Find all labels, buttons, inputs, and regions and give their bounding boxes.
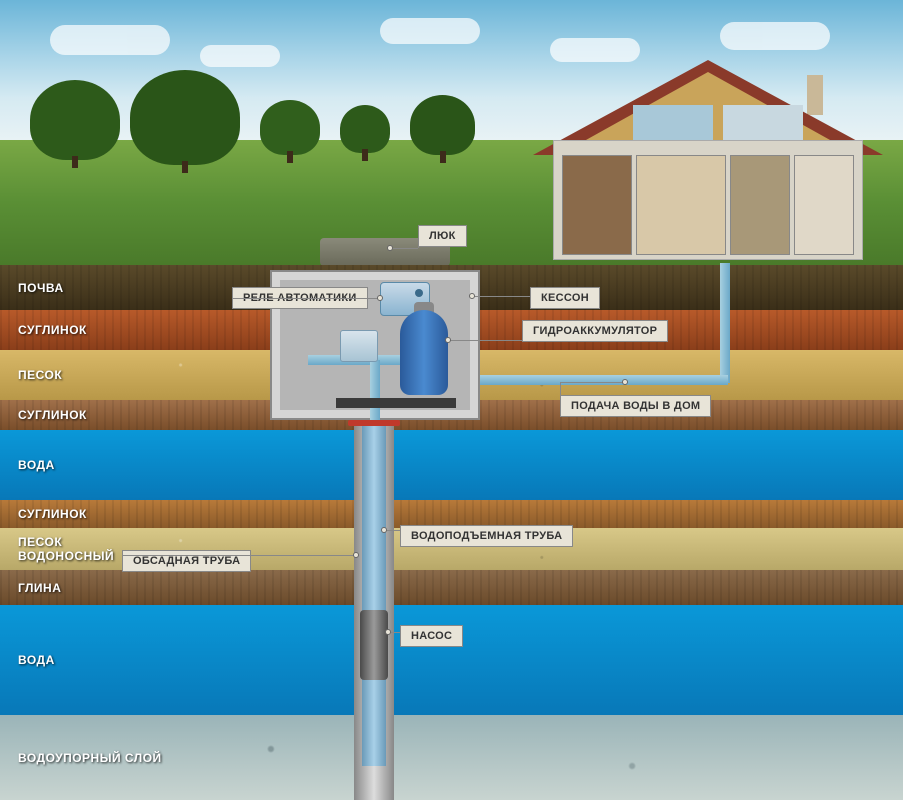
callout-dot <box>445 337 451 343</box>
callout-luk: ЛЮК <box>418 225 467 247</box>
pipe-to-house <box>720 263 730 383</box>
well-diagram: ПОЧВА СУГЛИНОК ПЕСОК СУГЛИНОК ВОДА СУГЛИНОК ПЕ… <box>0 0 903 800</box>
callout-line <box>560 382 561 405</box>
callout-dot <box>377 295 383 301</box>
equipment-platform <box>336 398 456 408</box>
layer-label: ВОДОУПОРНЫЙ СЛОЙ <box>18 751 162 765</box>
tree <box>30 80 120 160</box>
soil-layer: ВОДОУПОРНЫЙ СЛОЙ <box>0 715 903 800</box>
house-cutaway <box>533 60 883 260</box>
callout-obsad: ОБСАДНАЯ ТРУБА <box>122 550 251 572</box>
callout-dot <box>381 527 387 533</box>
callout-nasos: НАСОС <box>400 625 463 647</box>
layer-label: ВОДА <box>18 458 55 472</box>
soil-layer: ВОДА <box>0 605 903 715</box>
tree <box>410 95 475 155</box>
callout-line <box>472 296 530 297</box>
callout-dot <box>387 245 393 251</box>
soil-layer: ГЛИНА <box>0 570 903 605</box>
callout-line <box>418 235 419 248</box>
tree <box>340 105 390 153</box>
control-box <box>340 330 378 362</box>
callout-line <box>390 248 418 249</box>
callout-dot <box>622 379 628 385</box>
layer-label: ВОДА <box>18 653 55 667</box>
callout-line <box>522 330 523 340</box>
callout-line <box>232 297 233 298</box>
soil-layer: ВОДА <box>0 430 903 500</box>
callout-line <box>122 555 356 556</box>
layer-label: ПЕСОК <box>18 368 62 382</box>
layer-label: ПОЧВА <box>18 281 64 295</box>
callout-dot <box>353 552 359 558</box>
layer-label: СУГЛИНОК <box>18 507 87 521</box>
riser-pipe <box>362 426 386 766</box>
callout-podacha: ПОДАЧА ВОДЫ В ДОМ <box>560 395 711 417</box>
layer-label: ГЛИНА <box>18 581 61 595</box>
callout-vodopod: ВОДОПОДЪЕМНАЯ ТРУБА <box>400 525 573 547</box>
hydro-accumulator <box>400 310 448 395</box>
callout-line <box>530 296 531 297</box>
callout-line <box>400 530 401 535</box>
layer-label: СУГЛИНОК <box>18 408 87 422</box>
soil-layer: СУГЛИНОК <box>0 500 903 528</box>
callout-line <box>560 382 625 383</box>
riser-pipe-top <box>370 360 380 426</box>
supply-pipe <box>448 375 728 385</box>
layer-label: СУГЛИНОК <box>18 323 87 337</box>
layer-label: ПЕСОК ВОДОНОСНЫЙ <box>18 535 114 563</box>
tree <box>130 70 240 165</box>
callout-line <box>122 555 123 560</box>
tree <box>260 100 320 155</box>
callout-gidro: ГИДРОАККУМУЛЯТОР <box>522 320 668 342</box>
callout-dot <box>469 293 475 299</box>
callout-line <box>448 340 522 341</box>
callout-line <box>232 298 380 299</box>
callout-line <box>400 632 401 635</box>
callout-kesson: КЕССОН <box>530 287 600 309</box>
submersible-pump <box>360 610 388 680</box>
callout-dot <box>385 629 391 635</box>
